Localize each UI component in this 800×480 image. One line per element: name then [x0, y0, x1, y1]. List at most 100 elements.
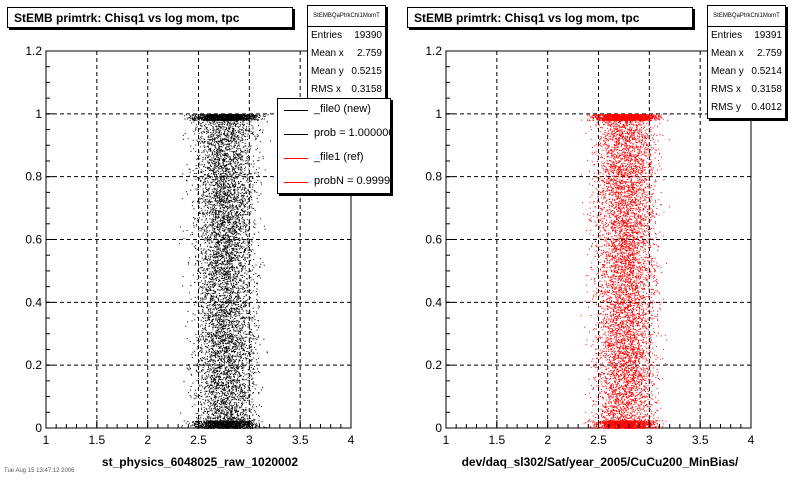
scatter-point [214, 251, 216, 252]
scatter-point [217, 216, 219, 218]
scatter-point [220, 176, 221, 178]
scatter-point [240, 156, 242, 158]
scatter-point [218, 235, 220, 237]
scatter-point [209, 253, 211, 255]
scatter-point [197, 323, 199, 325]
scatter-point [235, 418, 237, 419]
scatter-point [252, 377, 254, 379]
scatter-point [213, 180, 215, 182]
scatter-point [213, 352, 215, 354]
scatter-point [232, 416, 233, 418]
scatter-point [228, 300, 230, 302]
scatter-point [208, 387, 210, 389]
scatter-point [226, 418, 228, 420]
scatter-point [225, 163, 227, 165]
scatter-point [220, 351, 222, 353]
scatter-point [241, 323, 243, 325]
scatter-point [214, 342, 216, 344]
scatter-point [226, 164, 228, 166]
scatter-point [250, 422, 252, 424]
scatter-point [249, 184, 251, 186]
scatter-point [215, 314, 217, 316]
scatter-point [218, 367, 219, 368]
scatter-point [221, 267, 223, 269]
scatter-point [251, 207, 253, 209]
scatter-point [207, 336, 209, 338]
scatter-point [195, 263, 197, 265]
scatter-point [236, 405, 238, 407]
scatter-point [221, 326, 222, 328]
scatter-point [209, 149, 211, 150]
scatter-point [225, 173, 227, 175]
scatter-point [243, 163, 245, 165]
scatter-point [248, 173, 250, 175]
scatter-point [244, 116, 246, 118]
scatter-point [222, 280, 224, 281]
scatter-point [195, 172, 197, 174]
scatter-point [244, 414, 246, 416]
scatter-point [222, 172, 224, 174]
scatter-point [206, 198, 208, 200]
scatter-point [207, 331, 209, 333]
scatter-point [219, 249, 221, 251]
scatter-point [237, 320, 239, 322]
scatter-point [249, 197, 250, 199]
scatter-point [256, 352, 258, 354]
scatter-point [237, 418, 239, 420]
scatter-point [205, 423, 207, 425]
scatter-point [234, 158, 236, 160]
scatter-point [220, 336, 222, 338]
scatter-point [258, 194, 260, 196]
scatter-point [221, 285, 223, 287]
scatter-point [237, 378, 238, 380]
scatter-point [239, 414, 241, 416]
scatter-point [226, 376, 228, 378]
scatter-point [224, 427, 226, 429]
scatter-point [241, 245, 243, 247]
scatter-point [241, 329, 242, 331]
scatter-point [243, 382, 245, 384]
scatter-point [202, 309, 204, 311]
scatter-point [216, 420, 218, 422]
scatter-point [212, 121, 214, 123]
scatter-point [222, 298, 224, 300]
scatter-point [213, 427, 215, 429]
scatter-point [209, 155, 211, 157]
scatter-point [241, 416, 243, 418]
scatter-point [235, 402, 237, 404]
scatter-point [236, 224, 238, 226]
scatter-point [214, 410, 216, 412]
scatter-point [225, 273, 226, 275]
scatter-point [254, 426, 256, 428]
scatter-point [206, 253, 208, 255]
scatter-point [208, 188, 210, 190]
scatter-point [213, 166, 215, 168]
scatter-point [218, 123, 220, 125]
scatter-point [231, 132, 233, 134]
scatter-point [219, 186, 221, 188]
scatter-point [258, 159, 260, 161]
scatter-point [217, 315, 219, 317]
scatter-point [212, 345, 214, 347]
scatter-point [247, 380, 249, 382]
scatter-point [230, 290, 232, 292]
scatter-point [222, 175, 224, 177]
scatter-point [198, 213, 200, 214]
scatter-point [225, 389, 227, 391]
scatter-point [201, 414, 203, 416]
scatter-point [204, 252, 206, 254]
scatter-point [216, 148, 218, 150]
scatter-point [235, 334, 237, 336]
scatter-point [189, 114, 191, 116]
scatter-point [246, 310, 248, 312]
scatter-point [257, 171, 259, 173]
scatter-point [239, 342, 240, 344]
scatter-point [198, 140, 200, 142]
scatter-point [232, 407, 234, 409]
scatter-point [248, 220, 250, 222]
scatter-point [247, 421, 249, 423]
scatter-point [203, 420, 205, 422]
scatter-point [250, 394, 252, 396]
scatter-point [218, 236, 220, 238]
scatter-point [224, 405, 226, 407]
